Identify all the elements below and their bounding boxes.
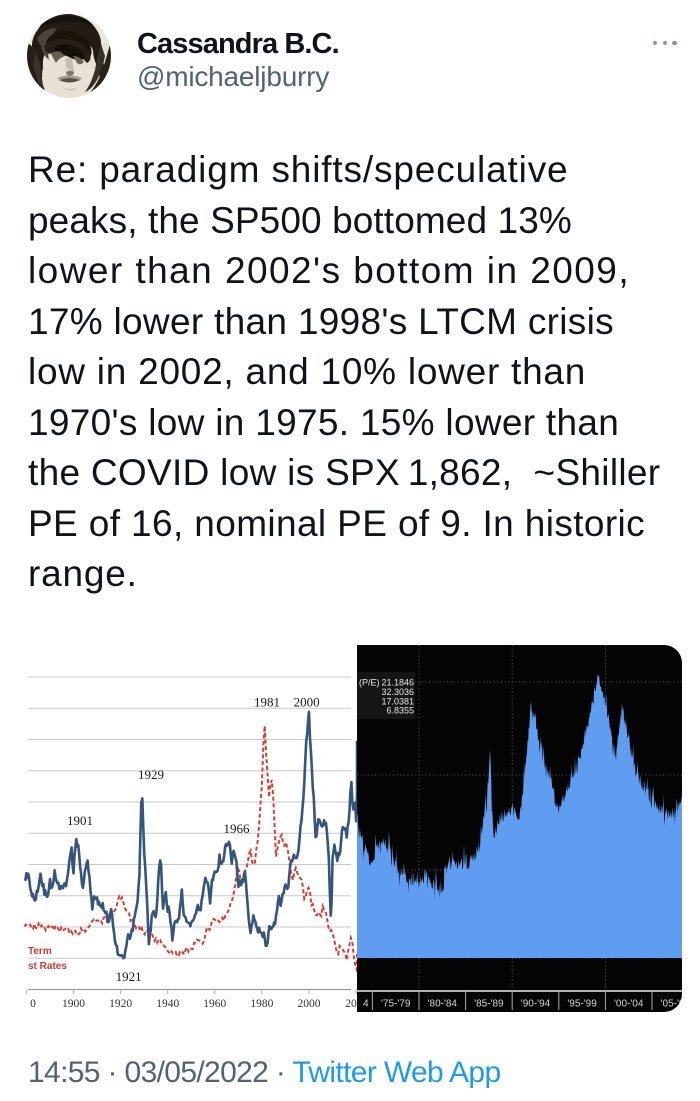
svg-text:1920: 1920	[109, 998, 132, 1010]
svg-text:1921: 1921	[116, 969, 142, 984]
svg-text:1901: 1901	[67, 813, 93, 828]
svg-text:Term: Term	[28, 946, 52, 957]
svg-text:1900: 1900	[62, 998, 85, 1010]
svg-text:(P/E): (P/E)	[359, 678, 380, 688]
svg-text:17.0381: 17.0381	[381, 696, 414, 706]
svg-text:'05-'09: '05-'09	[661, 999, 682, 1010]
svg-text:0: 0	[30, 998, 36, 1010]
svg-text:'75-'79: '75-'79	[381, 999, 411, 1010]
svg-text:20: 20	[345, 998, 357, 1010]
svg-text:2000: 2000	[294, 695, 320, 710]
svg-text:2000: 2000	[298, 998, 321, 1010]
svg-text:'80-'84: '80-'84	[428, 999, 458, 1010]
svg-text:'90-'94: '90-'94	[521, 999, 551, 1010]
svg-text:4: 4	[363, 999, 369, 1010]
svg-text:1940: 1940	[156, 998, 179, 1010]
svg-text:6.8355: 6.8355	[386, 706, 414, 716]
svg-text:1929: 1929	[138, 767, 164, 782]
svg-text:1960: 1960	[203, 998, 226, 1010]
svg-text:1966: 1966	[224, 821, 251, 836]
svg-text:21.1846: 21.1846	[381, 678, 414, 688]
svg-text:32.3036: 32.3036	[381, 687, 414, 697]
svg-text:1981: 1981	[254, 695, 280, 710]
svg-text:'95-'99: '95-'99	[567, 999, 597, 1010]
svg-text:'85-'89: '85-'89	[474, 999, 504, 1010]
svg-text:1980: 1980	[250, 998, 273, 1010]
svg-text:st Rates: st Rates	[28, 961, 67, 972]
svg-text:'00-'04: '00-'04	[614, 999, 644, 1010]
